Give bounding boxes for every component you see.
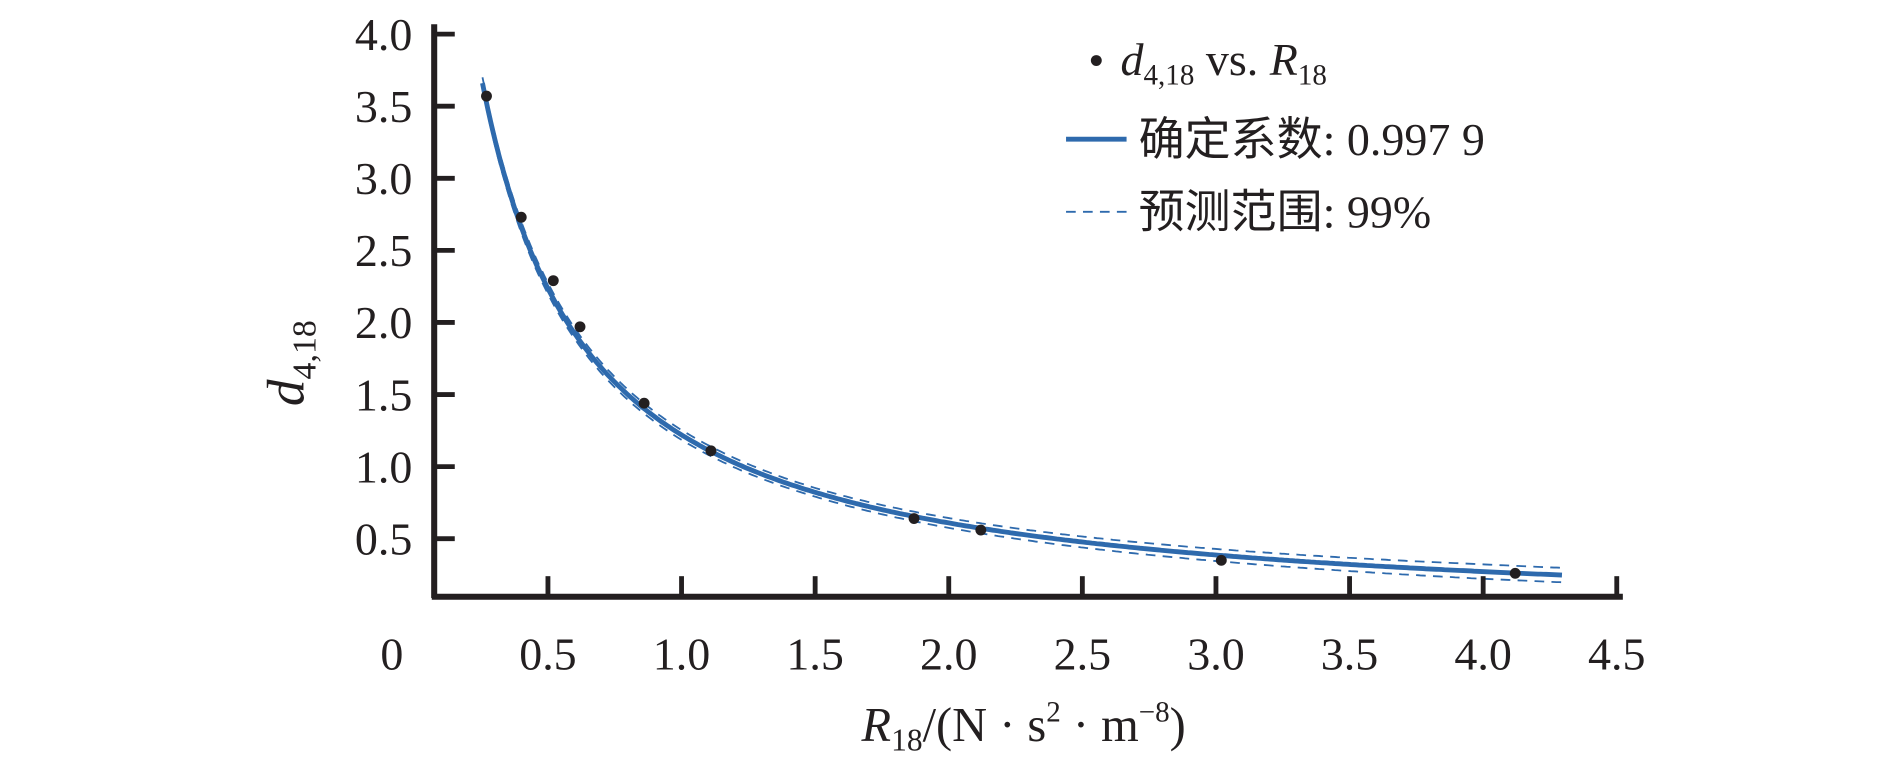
- data-point: [574, 321, 586, 333]
- prediction-band-upper: [481, 77, 1563, 569]
- legend-point-marker: [1090, 55, 1102, 66]
- y-ticks: 0.5 1.0 1.5 2.0 2.5 3.0 3.5 4.0: [355, 9, 455, 564]
- x-tick-label: 2.0: [920, 628, 977, 679]
- fit-line: [480, 82, 1563, 578]
- data-point: [638, 397, 650, 409]
- x-ticks: 0 0.5 1.0 1.5 2.0 2.5 3.0 3.5 4.0 4.5: [380, 576, 1646, 679]
- data-point: [705, 445, 717, 457]
- x-tick-label: 3.0: [1187, 628, 1244, 679]
- y-tick-label: 3.5: [355, 81, 412, 132]
- data-point: [975, 524, 987, 536]
- y-tick-label: 3.0: [355, 153, 412, 204]
- y-tick-label: 1.0: [355, 441, 412, 492]
- legend-fit-label: 确定系数: 0.997 9: [1139, 114, 1485, 165]
- data-point: [908, 513, 920, 524]
- y-tick-label: 2.5: [355, 225, 412, 276]
- x-tick-label: 1.0: [653, 628, 710, 679]
- legend: d4,18 vs. R18 确定系数: 0.997 9 预测范围: 99%: [1066, 34, 1485, 238]
- data-point: [1509, 567, 1521, 579]
- data-point: [481, 90, 492, 102]
- y-tick-label: 2.0: [355, 297, 412, 348]
- x-tick-label: 4.5: [1588, 628, 1645, 679]
- legend-band-label: 预测范围: 99%: [1139, 187, 1432, 238]
- prediction-band-lower: [481, 88, 1563, 584]
- y-axis-title: d4,18: [256, 320, 323, 406]
- data-point: [1215, 554, 1227, 566]
- x-tick-label: 3.5: [1321, 628, 1378, 679]
- data-point: [547, 275, 559, 287]
- data-point: [515, 211, 527, 223]
- x-tick-label: 0: [380, 628, 403, 679]
- x-tick-label: 2.5: [1054, 628, 1111, 679]
- x-axis-title: R18/(N · s2 · m−8): [861, 696, 1186, 757]
- x-tick-label: 1.5: [786, 628, 843, 679]
- fit-curve: [480, 82, 1563, 578]
- legend-points-label: d4,18 vs. R18: [1121, 34, 1327, 92]
- y-tick-label: 0.5: [355, 513, 412, 564]
- x-tick-label: 4.0: [1454, 628, 1511, 679]
- data-points: [481, 90, 1521, 579]
- y-tick-label: 4.0: [355, 9, 412, 60]
- x-tick-label: 0.5: [519, 628, 576, 679]
- prediction-band: [481, 77, 1563, 584]
- y-tick-label: 1.5: [355, 369, 412, 420]
